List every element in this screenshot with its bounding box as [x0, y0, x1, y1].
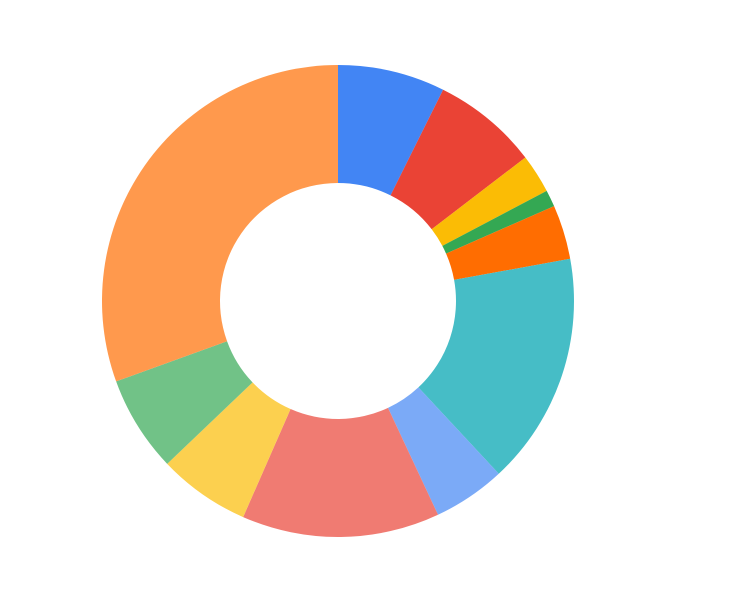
donut-slice-3[interactable]	[431, 157, 547, 246]
donut-slice-10[interactable]	[116, 341, 253, 464]
donut-slice-8[interactable]	[243, 407, 439, 538]
donut-slice-4[interactable]	[442, 190, 555, 254]
donut-slice-11[interactable]	[101, 65, 338, 382]
donut-slices	[101, 65, 574, 538]
donut-slice-9[interactable]	[167, 382, 291, 518]
donut-slice-5[interactable]	[446, 206, 571, 280]
donut-slice-6[interactable]	[418, 258, 574, 474]
donut-slice-1[interactable]	[338, 65, 444, 196]
donut-slice-2[interactable]	[390, 89, 526, 230]
donut-slice-7[interactable]	[388, 387, 499, 515]
